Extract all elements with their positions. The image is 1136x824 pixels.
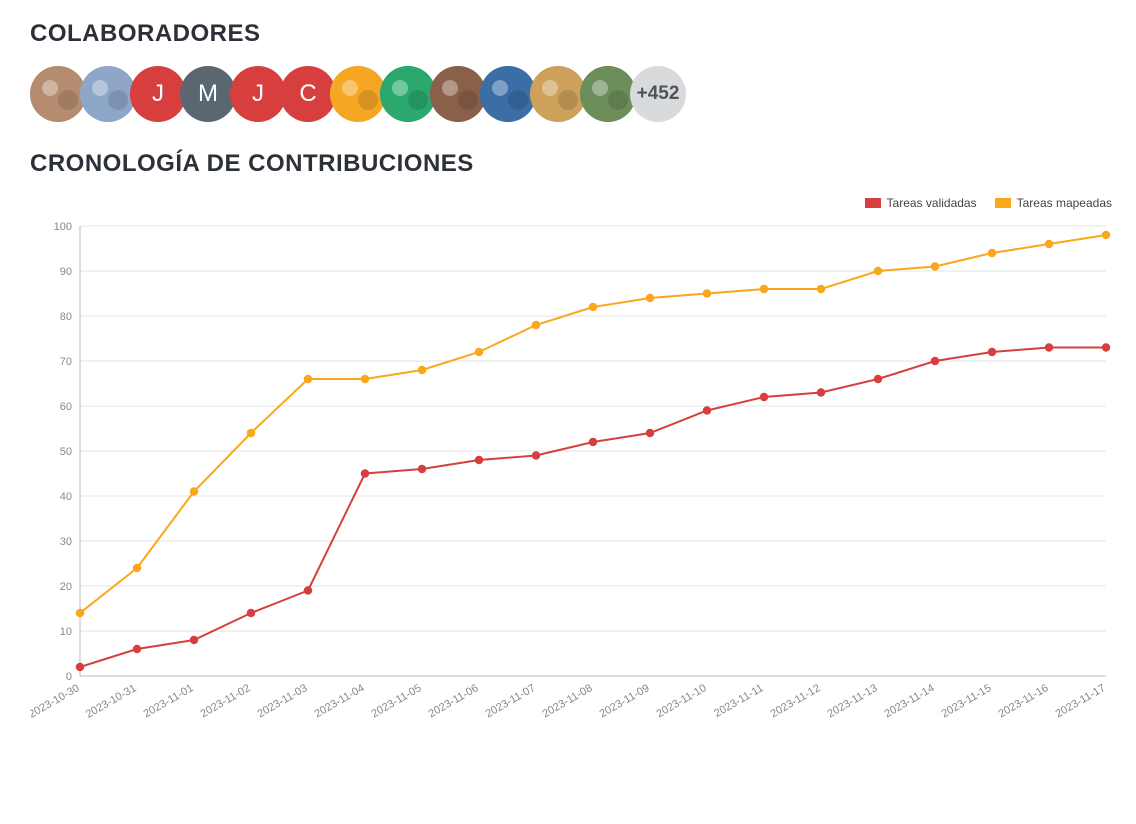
series-point (1046, 344, 1053, 351)
series-point (818, 286, 825, 293)
avatar-letter[interactable]: M (180, 66, 236, 122)
series-point (533, 322, 540, 329)
svg-text:2023-11-17: 2023-11-17 (1053, 682, 1107, 720)
legend-label: Tareas mapeadas (1017, 196, 1112, 210)
series-point (362, 376, 369, 383)
svg-text:2023-11-09: 2023-11-09 (597, 682, 651, 720)
svg-text:2023-11-08: 2023-11-08 (540, 682, 594, 720)
series-point (761, 394, 768, 401)
svg-text:2023-11-12: 2023-11-12 (768, 682, 822, 720)
svg-text:30: 30 (60, 536, 72, 548)
svg-text:2023-11-01: 2023-11-01 (141, 682, 195, 720)
svg-text:2023-11-06: 2023-11-06 (426, 682, 480, 720)
svg-text:60: 60 (60, 401, 72, 413)
series-point (191, 637, 198, 644)
series-line (80, 348, 1106, 668)
avatar-more-count[interactable]: +452 (630, 66, 686, 122)
svg-text:2023-11-15: 2023-11-15 (939, 682, 993, 720)
svg-text:20: 20 (60, 581, 72, 593)
series-point (1103, 344, 1110, 351)
series-point (476, 349, 483, 356)
timeline-heading: CRONOLOGÍA DE CONTRIBUCIONES (30, 150, 1116, 178)
series-point (761, 286, 768, 293)
svg-text:2023-11-05: 2023-11-05 (369, 682, 423, 720)
avatar-photo[interactable] (430, 66, 486, 122)
series-point (248, 430, 255, 437)
series-point (875, 376, 882, 383)
legend-item[interactable]: Tareas validadas (865, 196, 977, 210)
svg-text:2023-11-04: 2023-11-04 (312, 682, 366, 720)
series-point (248, 610, 255, 617)
avatar-photo[interactable] (330, 66, 386, 122)
svg-text:2023-10-31: 2023-10-31 (84, 682, 139, 721)
avatar-letter[interactable]: C (280, 66, 336, 122)
svg-text:50: 50 (60, 446, 72, 458)
svg-text:40: 40 (60, 491, 72, 503)
legend-item[interactable]: Tareas mapeadas (995, 196, 1112, 210)
series-point (134, 565, 141, 572)
series-point (1103, 232, 1110, 239)
avatar-photo[interactable] (530, 66, 586, 122)
legend-swatch (865, 198, 881, 208)
avatar-letter[interactable]: J (130, 66, 186, 122)
avatar-photo[interactable] (30, 66, 86, 122)
series-point (704, 290, 711, 297)
svg-text:10: 10 (60, 626, 72, 638)
svg-text:2023-11-13: 2023-11-13 (825, 682, 879, 720)
svg-text:0: 0 (66, 671, 72, 683)
svg-text:2023-11-14: 2023-11-14 (882, 682, 936, 720)
series-point (989, 250, 996, 257)
series-point (932, 263, 939, 270)
svg-text:2023-11-11: 2023-11-11 (712, 682, 765, 720)
series-point (191, 488, 198, 495)
collaborator-avatars: JMJC+452 (30, 66, 1116, 122)
svg-text:100: 100 (54, 221, 72, 233)
series-line (80, 235, 1106, 613)
avatar-photo[interactable] (80, 66, 136, 122)
series-point (77, 610, 84, 617)
avatar-photo[interactable] (380, 66, 436, 122)
avatar-photo[interactable] (480, 66, 536, 122)
svg-text:2023-10-30: 2023-10-30 (30, 682, 81, 721)
svg-text:70: 70 (60, 356, 72, 368)
series-point (989, 349, 996, 356)
series-point (305, 376, 312, 383)
series-point (932, 358, 939, 365)
series-point (875, 268, 882, 275)
svg-text:90: 90 (60, 266, 72, 278)
svg-text:2023-11-10: 2023-11-10 (654, 682, 708, 720)
series-point (476, 457, 483, 464)
series-point (305, 587, 312, 594)
series-point (134, 646, 141, 653)
chart-legend: Tareas validadas Tareas mapeadas (30, 196, 1116, 210)
collaborators-heading: COLABORADORES (30, 20, 1116, 48)
series-point (590, 439, 597, 446)
chart-svg: 0 10 20 30 40 50 60 70 80 90 100 2023-10-302023-10-… (30, 216, 1116, 746)
svg-text:2023-11-07: 2023-11-07 (483, 682, 537, 720)
svg-text:2023-11-02: 2023-11-02 (198, 682, 252, 720)
series-point (419, 367, 426, 374)
contributions-chart: Tareas validadas Tareas mapeadas 0 10 20 30 4… (30, 196, 1116, 751)
series-point (818, 389, 825, 396)
series-point (77, 664, 84, 671)
series-point (647, 295, 654, 302)
svg-text:2023-11-03: 2023-11-03 (255, 682, 309, 720)
legend-swatch (995, 198, 1011, 208)
series-point (533, 452, 540, 459)
avatar-photo[interactable] (580, 66, 636, 122)
series-point (590, 304, 597, 311)
avatar-letter[interactable]: J (230, 66, 286, 122)
svg-text:2023-11-16: 2023-11-16 (996, 682, 1050, 720)
series-point (647, 430, 654, 437)
series-point (362, 470, 369, 477)
svg-text:80: 80 (60, 311, 72, 323)
series-point (704, 407, 711, 414)
legend-label: Tareas validadas (887, 196, 977, 210)
series-point (419, 466, 426, 473)
series-point (1046, 241, 1053, 248)
